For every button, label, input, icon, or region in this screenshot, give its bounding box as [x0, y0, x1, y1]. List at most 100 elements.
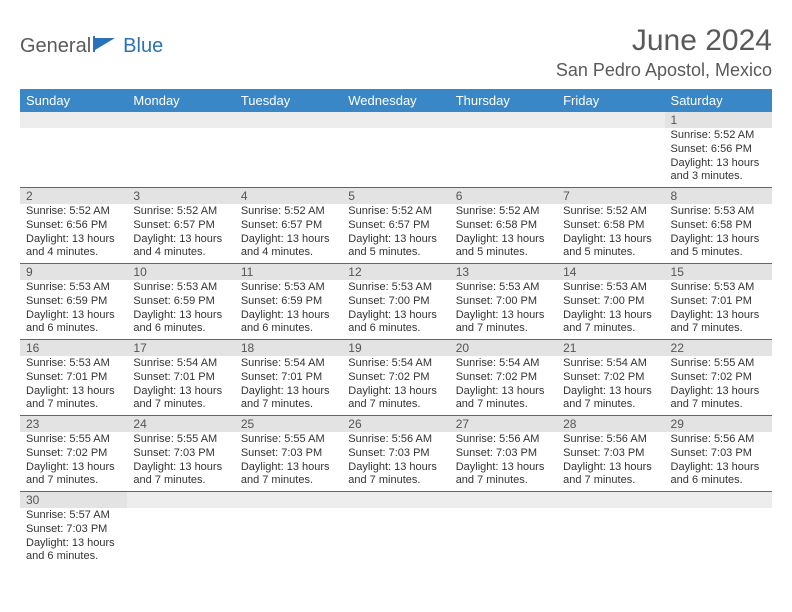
calendar-day-cell: 19Sunrise: 5:54 AMSunset: 7:02 PMDayligh…: [342, 340, 449, 416]
day-number: [342, 112, 449, 128]
location: San Pedro Apostol, Mexico: [556, 60, 772, 81]
calendar-day-cell: 2Sunrise: 5:52 AMSunset: 6:56 PMDaylight…: [20, 188, 127, 264]
day-number: 22: [665, 340, 772, 356]
day-header-row: Sunday Monday Tuesday Wednesday Thursday…: [20, 89, 772, 112]
calendar-day-cell: 25Sunrise: 5:55 AMSunset: 7:03 PMDayligh…: [235, 416, 342, 492]
sunrise-text: Sunrise: 5:54 AM: [348, 357, 443, 371]
sunset-text: Sunset: 7:00 PM: [456, 295, 551, 309]
day-number: 10: [127, 264, 234, 280]
daylight-text: Daylight: 13 hours and 5 minutes.: [348, 233, 443, 261]
day-header: Saturday: [665, 89, 772, 112]
day-number: 23: [20, 416, 127, 432]
sunrise-text: Sunrise: 5:52 AM: [348, 205, 443, 219]
calendar-table: Sunday Monday Tuesday Wednesday Thursday…: [20, 89, 772, 567]
calendar-day-cell: 9Sunrise: 5:53 AMSunset: 6:59 PMDaylight…: [20, 264, 127, 340]
day-header: Sunday: [20, 89, 127, 112]
day-body: Sunrise: 5:52 AMSunset: 6:57 PMDaylight:…: [342, 204, 449, 263]
day-number: [342, 492, 449, 508]
daylight-text: Daylight: 13 hours and 4 minutes.: [26, 233, 121, 261]
day-body: Sunrise: 5:52 AMSunset: 6:56 PMDaylight:…: [665, 128, 772, 187]
day-body: Sunrise: 5:53 AMSunset: 6:58 PMDaylight:…: [665, 204, 772, 263]
daylight-text: Daylight: 13 hours and 7 minutes.: [671, 385, 766, 413]
day-header: Friday: [557, 89, 664, 112]
sunset-text: Sunset: 7:02 PM: [563, 371, 658, 385]
day-number: 9: [20, 264, 127, 280]
day-body: Sunrise: 5:53 AMSunset: 6:59 PMDaylight:…: [127, 280, 234, 339]
calendar-week-row: 16Sunrise: 5:53 AMSunset: 7:01 PMDayligh…: [20, 340, 772, 416]
day-number: 13: [450, 264, 557, 280]
calendar-day-cell: 14Sunrise: 5:53 AMSunset: 7:00 PMDayligh…: [557, 264, 664, 340]
sunrise-text: Sunrise: 5:52 AM: [241, 205, 336, 219]
daylight-text: Daylight: 13 hours and 6 minutes.: [671, 461, 766, 489]
day-number: [450, 112, 557, 128]
day-number: [235, 112, 342, 128]
daylight-text: Daylight: 13 hours and 7 minutes.: [133, 461, 228, 489]
calendar-day-cell: 27Sunrise: 5:56 AMSunset: 7:03 PMDayligh…: [450, 416, 557, 492]
sunrise-text: Sunrise: 5:53 AM: [241, 281, 336, 295]
calendar-week-row: 9Sunrise: 5:53 AMSunset: 6:59 PMDaylight…: [20, 264, 772, 340]
calendar-week-row: 23Sunrise: 5:55 AMSunset: 7:02 PMDayligh…: [20, 416, 772, 492]
sunset-text: Sunset: 7:01 PM: [671, 295, 766, 309]
sunrise-text: Sunrise: 5:53 AM: [671, 205, 766, 219]
day-number: 14: [557, 264, 664, 280]
sunset-text: Sunset: 6:57 PM: [241, 219, 336, 233]
day-number: 5: [342, 188, 449, 204]
day-number: [450, 492, 557, 508]
day-number: 11: [235, 264, 342, 280]
daylight-text: Daylight: 13 hours and 7 minutes.: [133, 385, 228, 413]
day-number: 6: [450, 188, 557, 204]
calendar-week-row: 30Sunrise: 5:57 AMSunset: 7:03 PMDayligh…: [20, 492, 772, 568]
day-number: 2: [20, 188, 127, 204]
calendar-day-cell: 28Sunrise: 5:56 AMSunset: 7:03 PMDayligh…: [557, 416, 664, 492]
calendar-day-cell: [557, 112, 664, 188]
sunset-text: Sunset: 6:56 PM: [671, 143, 766, 157]
daylight-text: Daylight: 13 hours and 7 minutes.: [241, 385, 336, 413]
sunset-text: Sunset: 7:03 PM: [563, 447, 658, 461]
calendar-day-cell: [20, 112, 127, 188]
sunrise-text: Sunrise: 5:56 AM: [563, 433, 658, 447]
calendar-day-cell: 29Sunrise: 5:56 AMSunset: 7:03 PMDayligh…: [665, 416, 772, 492]
sunrise-text: Sunrise: 5:56 AM: [348, 433, 443, 447]
sunrise-text: Sunrise: 5:52 AM: [26, 205, 121, 219]
sunrise-text: Sunrise: 5:53 AM: [26, 357, 121, 371]
day-number: 15: [665, 264, 772, 280]
sunrise-text: Sunrise: 5:52 AM: [456, 205, 551, 219]
calendar-week-row: 1Sunrise: 5:52 AMSunset: 6:56 PMDaylight…: [20, 112, 772, 188]
calendar-day-cell: [127, 112, 234, 188]
day-body: Sunrise: 5:54 AMSunset: 7:01 PMDaylight:…: [235, 356, 342, 415]
day-body: Sunrise: 5:57 AMSunset: 7:03 PMDaylight:…: [20, 508, 127, 567]
day-number: 26: [342, 416, 449, 432]
day-number: 29: [665, 416, 772, 432]
day-body: Sunrise: 5:56 AMSunset: 7:03 PMDaylight:…: [342, 432, 449, 491]
day-number: 24: [127, 416, 234, 432]
day-number: [20, 112, 127, 128]
day-body: Sunrise: 5:54 AMSunset: 7:02 PMDaylight:…: [450, 356, 557, 415]
sunset-text: Sunset: 7:03 PM: [671, 447, 766, 461]
sunrise-text: Sunrise: 5:53 AM: [133, 281, 228, 295]
sunrise-text: Sunrise: 5:54 AM: [133, 357, 228, 371]
daylight-text: Daylight: 13 hours and 5 minutes.: [671, 233, 766, 261]
sunset-text: Sunset: 6:56 PM: [26, 219, 121, 233]
sunrise-text: Sunrise: 5:55 AM: [671, 357, 766, 371]
day-body: Sunrise: 5:52 AMSunset: 6:57 PMDaylight:…: [235, 204, 342, 263]
calendar-day-cell: [235, 112, 342, 188]
sunset-text: Sunset: 7:01 PM: [241, 371, 336, 385]
daylight-text: Daylight: 13 hours and 7 minutes.: [563, 309, 658, 337]
calendar-day-cell: [127, 492, 234, 568]
sunset-text: Sunset: 6:58 PM: [456, 219, 551, 233]
calendar-day-cell: 10Sunrise: 5:53 AMSunset: 6:59 PMDayligh…: [127, 264, 234, 340]
day-number: 21: [557, 340, 664, 356]
daylight-text: Daylight: 13 hours and 3 minutes.: [671, 157, 766, 185]
day-header: Monday: [127, 89, 234, 112]
calendar-day-cell: 3Sunrise: 5:52 AMSunset: 6:57 PMDaylight…: [127, 188, 234, 264]
sunset-text: Sunset: 7:03 PM: [456, 447, 551, 461]
day-body: Sunrise: 5:53 AMSunset: 7:00 PMDaylight:…: [557, 280, 664, 339]
calendar-day-cell: [665, 492, 772, 568]
daylight-text: Daylight: 13 hours and 7 minutes.: [26, 461, 121, 489]
sunset-text: Sunset: 7:03 PM: [26, 523, 121, 537]
day-body: Sunrise: 5:53 AMSunset: 7:00 PMDaylight:…: [342, 280, 449, 339]
calendar-day-cell: 17Sunrise: 5:54 AMSunset: 7:01 PMDayligh…: [127, 340, 234, 416]
daylight-text: Daylight: 13 hours and 4 minutes.: [241, 233, 336, 261]
sunset-text: Sunset: 7:01 PM: [26, 371, 121, 385]
sunrise-text: Sunrise: 5:55 AM: [26, 433, 121, 447]
